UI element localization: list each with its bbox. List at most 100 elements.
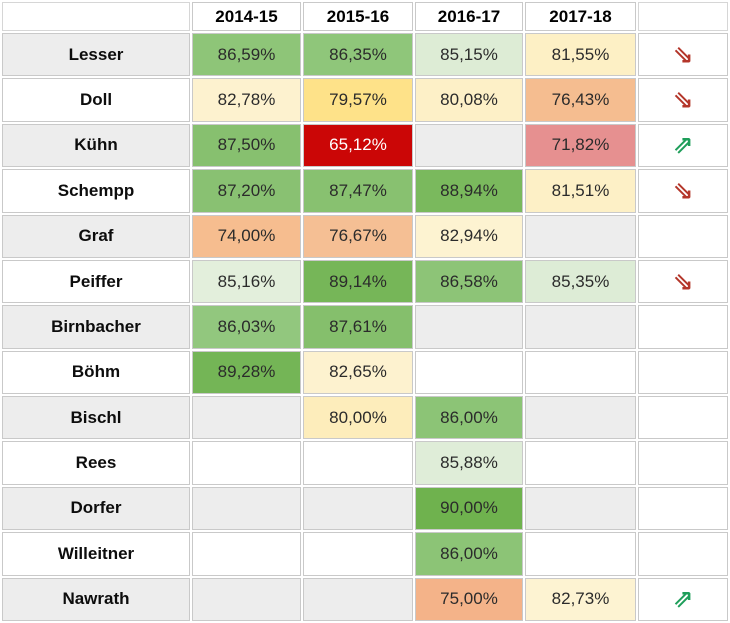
table-row: Kühn 87,50% 65,12% 71,82% ⇗: [2, 123, 728, 168]
grade-cell: 82,73%: [525, 577, 636, 621]
row-label-graf: Graf: [2, 214, 190, 258]
trend-cell: ⇗: [638, 123, 728, 168]
grade-cell: 79,57%: [303, 78, 413, 122]
grade-cell: [303, 486, 413, 531]
grade-cell: [525, 532, 636, 576]
grade-cell: 88,94%: [415, 169, 523, 213]
grade-cell: [415, 123, 523, 168]
grade-cell: 86,00%: [415, 532, 523, 576]
trend-down-icon: ⇘: [672, 175, 694, 205]
grade-cell: [415, 350, 523, 394]
grade-cell: [192, 441, 301, 485]
trend-cell: [638, 532, 728, 576]
table-row: Birnbacher 86,03% 87,61%: [2, 305, 728, 349]
grade-cell: [525, 350, 636, 394]
row-label-willeitner: Willeitner: [2, 532, 190, 576]
trend-cell: [638, 486, 728, 531]
corner-cell: [2, 2, 190, 31]
trend-cell: [638, 350, 728, 394]
grade-cell: 76,67%: [303, 214, 413, 258]
trend-cell: [638, 305, 728, 349]
grade-cell: 87,47%: [303, 169, 413, 213]
column-header-2016-17: 2016-17: [415, 2, 523, 31]
table-row: Dorfer 90,00%: [2, 486, 728, 531]
grade-cell: 89,28%: [192, 350, 301, 394]
row-label-dorfer: Dorfer: [2, 486, 190, 531]
grade-cell: [525, 214, 636, 258]
grade-cell: 76,43%: [525, 78, 636, 122]
row-label-doll: Doll: [2, 78, 190, 122]
row-label-bischl: Bischl: [2, 396, 190, 440]
trend-down-icon: ⇘: [672, 266, 694, 296]
table-row: Bischl 80,00% 86,00%: [2, 396, 728, 440]
grade-cell: 86,00%: [415, 396, 523, 440]
row-label-schempp: Schempp: [2, 169, 190, 213]
grade-cell: 90,00%: [415, 486, 523, 531]
trend-cell: ⇗: [638, 577, 728, 621]
trend-down-icon: ⇘: [672, 39, 694, 69]
grade-cell: [525, 441, 636, 485]
table-row: Peiffer 85,16% 89,14% 86,58% 85,35% ⇘: [2, 259, 728, 304]
row-label-rees: Rees: [2, 441, 190, 485]
grade-cell: 85,15%: [415, 33, 523, 77]
grade-cell: 86,59%: [192, 33, 301, 77]
table-row: Rees 85,88%: [2, 441, 728, 485]
row-label-nawrath: Nawrath: [2, 577, 190, 621]
grade-cell: [192, 486, 301, 531]
table-row: Böhm 89,28% 82,65%: [2, 350, 728, 394]
trend-cell: ⇘: [638, 78, 728, 122]
grade-cell: 86,35%: [303, 33, 413, 77]
header-row: 2014-15 2015-16 2016-17 2017-18: [2, 2, 728, 31]
grade-cell: 87,20%: [192, 169, 301, 213]
grade-cell: 87,61%: [303, 305, 413, 349]
grade-cell: 85,88%: [415, 441, 523, 485]
grade-cell: 71,82%: [525, 123, 636, 168]
trend-cell: ⇘: [638, 259, 728, 304]
grade-cell: [525, 305, 636, 349]
grade-cell: 82,78%: [192, 78, 301, 122]
table-row: Graf 74,00% 76,67% 82,94%: [2, 214, 728, 258]
grade-cell: 65,12%: [303, 123, 413, 168]
grade-cell: 89,14%: [303, 259, 413, 304]
grade-cell: [525, 396, 636, 440]
grade-cell: 74,00%: [192, 214, 301, 258]
row-label-peiffer: Peiffer: [2, 259, 190, 304]
grade-cell: [192, 577, 301, 621]
row-label-birnbacher: Birnbacher: [2, 305, 190, 349]
column-header-2017-18: 2017-18: [525, 2, 636, 31]
grade-cell: [303, 577, 413, 621]
table-row: Willeitner 86,00%: [2, 532, 728, 576]
grade-cell: 80,00%: [303, 396, 413, 440]
column-header-2014-15: 2014-15: [192, 2, 301, 31]
grade-cell: 87,50%: [192, 123, 301, 168]
grade-cell: 82,94%: [415, 214, 523, 258]
trend-cell: ⇘: [638, 169, 728, 213]
trend-cell: [638, 396, 728, 440]
table-row: Schempp 87,20% 87,47% 88,94% 81,51% ⇘: [2, 169, 728, 213]
grade-cell: 85,35%: [525, 259, 636, 304]
row-label-lesser: Lesser: [2, 33, 190, 77]
grade-cell: 86,58%: [415, 259, 523, 304]
grade-cell: [192, 396, 301, 440]
grade-cell: [303, 441, 413, 485]
grade-cell: 81,51%: [525, 169, 636, 213]
grade-cell: 75,00%: [415, 577, 523, 621]
grade-cell: 81,55%: [525, 33, 636, 77]
trend-up-icon: ⇗: [672, 584, 694, 614]
grade-cell: [303, 532, 413, 576]
trend-down-icon: ⇘: [672, 85, 694, 115]
table-row: Nawrath 75,00% 82,73% ⇗: [2, 577, 728, 621]
grade-cell: 80,08%: [415, 78, 523, 122]
row-label-boehm: Böhm: [2, 350, 190, 394]
grade-cell: 82,65%: [303, 350, 413, 394]
table-row: Lesser 86,59% 86,35% 85,15% 81,55% ⇘: [2, 33, 728, 77]
grade-cell: [415, 305, 523, 349]
column-header-2015-16: 2015-16: [303, 2, 413, 31]
grade-cell: [525, 486, 636, 531]
trend-column-header: [638, 2, 728, 31]
grade-cell: [192, 532, 301, 576]
table-row: Doll 82,78% 79,57% 80,08% 76,43% ⇘: [2, 78, 728, 122]
grade-cell: 86,03%: [192, 305, 301, 349]
grade-cell: 85,16%: [192, 259, 301, 304]
